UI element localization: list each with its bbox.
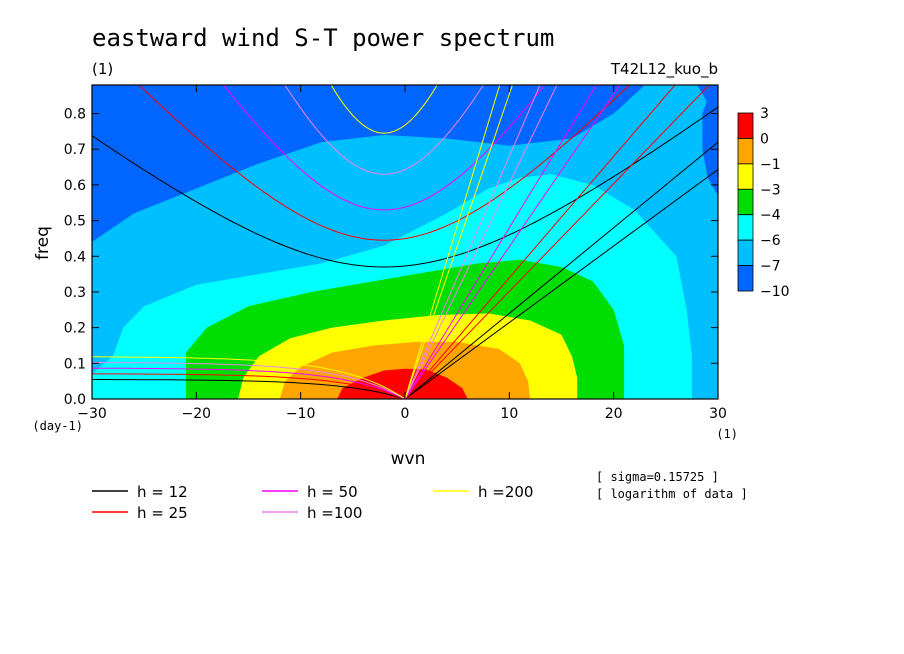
region-level-5 (337, 368, 468, 399)
colorbar-label: −3 (760, 182, 781, 198)
curve-sym-1 (138, 85, 631, 241)
colorbar-swatch (737, 214, 754, 241)
experiment-label: T42L12_kuo_b (610, 60, 718, 79)
colorbar-swatch (737, 188, 754, 216)
colorbar-swatch (737, 239, 754, 266)
curve-east-4 (404, 85, 501, 399)
curve-west-1 (92, 373, 406, 399)
curve-east-2 (404, 85, 597, 399)
x-axis: −30 −20 −10 0 10 20 30 (77, 85, 727, 422)
y-tick-label: 0.7 (64, 142, 86, 158)
x-tick-label: 30 (709, 406, 727, 422)
colorbar-swatch (737, 163, 754, 190)
chart-title: eastward wind S-T power spectrum (92, 24, 554, 52)
log-note: [ logarithm of data ] (596, 487, 748, 501)
legend-label: h = 25 (137, 504, 188, 522)
y-tick-label: 0.2 (64, 321, 86, 337)
curve-sym-0 (92, 106, 718, 268)
y-tick-label: 0.4 (64, 249, 86, 265)
x-tick-label: 10 (500, 406, 518, 422)
y-tick-label: 0.1 (64, 356, 86, 372)
curve-west-3 (92, 362, 406, 399)
curve-east-3 (404, 85, 541, 399)
y-axis: 0.0 0.1 0.2 0.3 0.4 0.5 0.6 0.7 0.8 (64, 107, 718, 408)
curve-east2-1 (404, 85, 710, 399)
y-axis-label: freq (33, 226, 53, 260)
colorbar-swatch (737, 265, 754, 292)
legend-label: h =100 (307, 504, 362, 522)
x-tick-label: −10 (286, 406, 316, 422)
region-level-6 (92, 85, 186, 214)
curve-east2-3 (404, 85, 558, 399)
colorbar-label: 3 (760, 106, 769, 122)
colorbar-label: 0 (760, 131, 769, 147)
curve-east2-2 (404, 85, 621, 399)
curve-east2-0 (404, 169, 718, 399)
curve-west-4 (92, 356, 406, 399)
y-tick-label: 0.6 (64, 178, 86, 194)
y-tick-label: 0.5 (64, 214, 86, 230)
colorbar-swatch (737, 112, 754, 139)
colorbar-label: −6 (760, 233, 781, 249)
curve-west-0 (92, 379, 406, 399)
curve-east-1 (404, 85, 676, 399)
region-level-7 (702, 85, 718, 196)
x-axis-unit: (1) (716, 427, 738, 441)
y-tick-label: 0.3 (64, 285, 86, 301)
sigma-note: [ sigma=0.15725 ] (596, 470, 719, 484)
colorbar-label: −1 (760, 157, 781, 173)
legend: h = 12 h = 25 h = 50 h =100 h =200 (92, 483, 533, 522)
curve-east-0 (404, 141, 718, 399)
x-tick-label: 0 (401, 406, 410, 422)
dispersion-curves (92, 85, 718, 399)
colorbar-swatch (737, 138, 754, 165)
curve-sym-3 (284, 85, 485, 175)
legend-label: h = 50 (307, 483, 358, 501)
curve-sym-4 (330, 85, 438, 134)
curve-west-2 (92, 367, 406, 399)
x-tick-label: 20 (605, 406, 623, 422)
y-tick-label: 0.8 (64, 107, 86, 123)
chart-subtitle: (1) (92, 60, 113, 78)
colorbar-label: −10 (760, 284, 790, 300)
y-tick-label: 0.0 (64, 392, 86, 408)
legend-label: h =200 (478, 483, 533, 501)
contour-regions (92, 85, 718, 399)
x-tick-label: −30 (77, 406, 107, 422)
colorbar-label: −7 (760, 259, 781, 275)
x-axis-label: wvn (391, 449, 426, 469)
x-tick-label: −20 (182, 406, 212, 422)
y-axis-unit: (day-1) (32, 419, 83, 433)
curve-east2-4 (404, 85, 513, 399)
legend-label: h = 12 (137, 483, 188, 501)
colorbar: 3 0 −1 −3 −4 −6 −7 −10 (737, 106, 790, 300)
colorbar-label: −4 (760, 208, 781, 224)
curve-sym-2 (222, 85, 546, 211)
